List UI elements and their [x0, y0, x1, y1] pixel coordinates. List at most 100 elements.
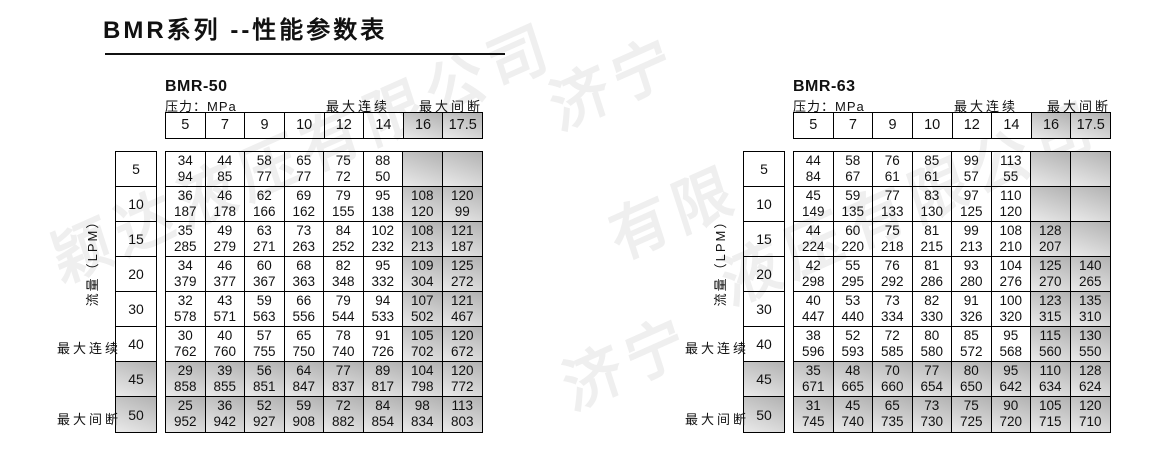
value-bottom: 270	[1038, 273, 1062, 289]
value-bottom: 817	[371, 378, 395, 394]
row-max-intermittent-label: 最大间断	[685, 412, 750, 427]
value-top: 78	[335, 328, 351, 343]
value-bottom: 803	[450, 413, 474, 429]
value-top: 140	[1078, 258, 1102, 273]
value-bottom: 847	[292, 378, 316, 394]
value-bottom: 720	[999, 413, 1023, 429]
data-cell: 68 363	[284, 257, 324, 292]
value-bottom: 252	[331, 238, 355, 254]
data-cell: 38 596	[794, 327, 834, 362]
data-cell: 43 571	[205, 292, 245, 327]
value-top: 59	[845, 188, 861, 203]
data-cell: 72 585	[873, 327, 913, 362]
data-cell: 30 762	[166, 327, 206, 362]
value-top: 75	[963, 398, 979, 413]
data-cell: 40 447	[794, 292, 834, 327]
data-cell: 121 187	[442, 222, 482, 257]
data-cell: 120 710	[1070, 397, 1110, 432]
data-cell: 48 665	[833, 362, 873, 397]
value-top: 60	[256, 258, 272, 273]
data-cell: 107 502	[403, 292, 443, 327]
data-cell: 84 854	[363, 397, 403, 432]
value-top: 109	[410, 258, 434, 273]
pressure-header-row: 5 7 9 10 12 14 16 17.5	[793, 112, 1111, 139]
value-top: 57	[256, 328, 272, 343]
pressure-header-cell: 10	[913, 113, 953, 138]
data-cell: 59 563	[245, 292, 285, 327]
value-bottom: 298	[801, 273, 825, 289]
value-top: 120	[450, 363, 474, 378]
value-top: 73	[924, 398, 940, 413]
value-top: 48	[845, 363, 861, 378]
data-cell: 44 224	[794, 222, 834, 257]
value-bottom: 750	[292, 343, 316, 359]
pressure-header-cell: 7	[834, 113, 874, 138]
title-underline	[105, 53, 505, 55]
data-cell: 98 834	[403, 397, 443, 432]
data-cell: 44 85	[205, 152, 245, 187]
value-top: 125	[450, 258, 474, 273]
data-cell: 120 672	[442, 327, 482, 362]
data-cell: 73 263	[284, 222, 324, 257]
value-bottom: 99	[454, 203, 470, 219]
value-bottom: 650	[959, 378, 983, 394]
pressure-header-cell: 16	[403, 113, 444, 138]
data-cell: 36 942	[205, 397, 245, 432]
data-cell: 45 740	[833, 397, 873, 432]
pressure-header-cell: 9	[873, 113, 913, 138]
value-top: 130	[1078, 328, 1102, 343]
data-cell: 75 72	[324, 152, 364, 187]
pressure-header-cell: 14	[364, 113, 404, 138]
data-cell: 80 580	[912, 327, 952, 362]
value-bottom: 304	[410, 273, 434, 289]
data-cell: 105 715	[1031, 397, 1071, 432]
data-cell: 79 155	[324, 187, 364, 222]
value-top: 34	[177, 153, 193, 168]
value-bottom: 927	[252, 413, 276, 429]
value-top: 73	[884, 293, 900, 308]
data-cell: 35 671	[794, 362, 834, 397]
data-cell: 85 61	[912, 152, 952, 187]
data-cell: 40 760	[205, 327, 245, 362]
value-bottom: 207	[1038, 238, 1062, 254]
data-cell: 70 660	[873, 362, 913, 397]
data-cell: 128 624	[1070, 362, 1110, 397]
data-cell: 108 213	[403, 222, 443, 257]
flow-header-cell: 5	[744, 152, 784, 187]
value-bottom: 295	[841, 273, 865, 289]
value-bottom: 502	[410, 308, 434, 324]
value-top: 99	[963, 223, 979, 238]
data-cell: 100 320	[991, 292, 1031, 327]
value-bottom: 57	[963, 168, 979, 184]
data-cell: 110 120	[991, 187, 1031, 222]
value-bottom: 735	[880, 413, 904, 429]
data-cell: 94 533	[363, 292, 403, 327]
value-top: 76	[884, 153, 900, 168]
value-bottom: 798	[410, 378, 434, 394]
value-bottom: 215	[920, 238, 944, 254]
value-bottom: 837	[331, 378, 355, 394]
value-top: 85	[963, 328, 979, 343]
value-top: 91	[375, 328, 391, 343]
data-cell: 91 726	[363, 327, 403, 362]
value-bottom: 367	[252, 273, 276, 289]
value-top: 34	[177, 258, 193, 273]
value-bottom: 61	[924, 168, 940, 184]
value-bottom: 77	[296, 168, 312, 184]
value-bottom: 740	[331, 343, 355, 359]
value-bottom: 672	[450, 343, 474, 359]
value-bottom: 467	[450, 308, 474, 324]
value-bottom: 94	[177, 168, 193, 184]
value-top: 77	[335, 363, 351, 378]
data-cell: 110 634	[1031, 362, 1071, 397]
value-top: 108	[999, 223, 1023, 238]
value-top: 82	[924, 293, 940, 308]
value-top: 95	[1003, 363, 1019, 378]
watermark-text: 济宁	[555, 303, 701, 423]
data-cell: 60 220	[833, 222, 873, 257]
value-top: 120	[1078, 398, 1102, 413]
value-top: 83	[924, 188, 940, 203]
watermark-text: 济宁	[542, 23, 688, 143]
value-bottom: 634	[1038, 378, 1062, 394]
